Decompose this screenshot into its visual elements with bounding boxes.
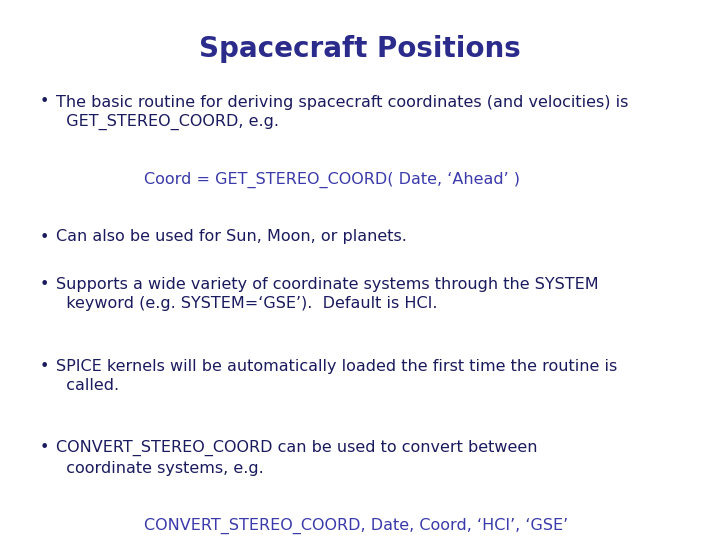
Text: CONVERT_STEREO_COORD can be used to convert between
  coordinate systems, e.g.: CONVERT_STEREO_COORD can be used to conv… [56, 440, 538, 476]
Text: •: • [40, 94, 49, 110]
Text: Can also be used for Sun, Moon, or planets.: Can also be used for Sun, Moon, or plane… [56, 230, 407, 245]
Text: CONVERT_STEREO_COORD, Date, Coord, ‘HCI’, ‘GSE’: CONVERT_STEREO_COORD, Date, Coord, ‘HCI’… [144, 518, 568, 534]
Text: •: • [40, 277, 49, 292]
Text: •: • [40, 230, 49, 245]
Text: The basic routine for deriving spacecraft coordinates (and velocities) is
  GET_: The basic routine for deriving spacecraf… [56, 94, 629, 130]
Text: SPICE kernels will be automatically loaded the first time the routine is
  calle: SPICE kernels will be automatically load… [56, 359, 618, 393]
Text: •: • [40, 359, 49, 374]
Text: •: • [40, 440, 49, 455]
Text: Supports a wide variety of coordinate systems through the SYSTEM
  keyword (e.g.: Supports a wide variety of coordinate sy… [56, 277, 599, 311]
Text: Coord = GET_STEREO_COORD( Date, ‘Ahead’ ): Coord = GET_STEREO_COORD( Date, ‘Ahead’ … [144, 172, 520, 188]
Text: Spacecraft Positions: Spacecraft Positions [199, 35, 521, 63]
